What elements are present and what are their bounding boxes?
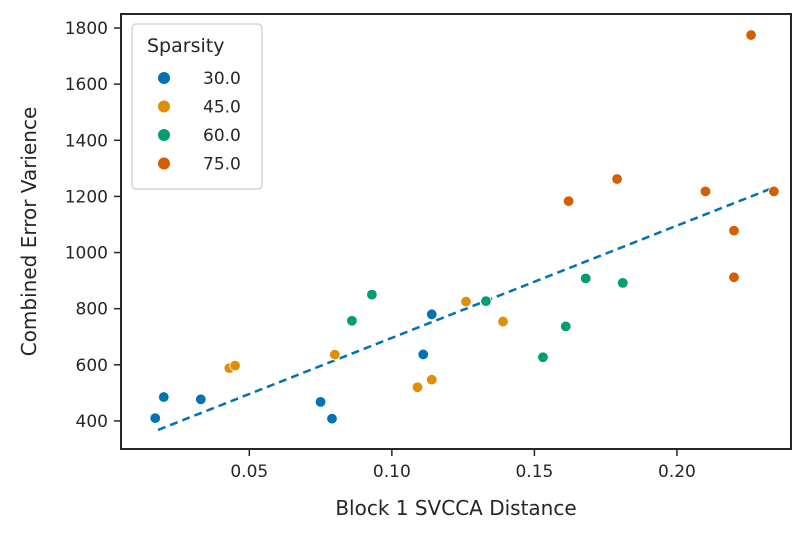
ticks-layer: 0.05 0.10 0.15 0.20 400 600 800 1000 1200 1400 160…	[65, 19, 696, 482]
y-tick-label: 800	[76, 300, 108, 320]
legend-entry-label: 45.0	[203, 98, 241, 118]
data-point	[411, 381, 424, 393]
legend-entry-label: 30.0	[203, 69, 241, 89]
data-point	[426, 373, 438, 386]
data-point	[195, 393, 207, 406]
x-axis-label: Block 1 SVCCA Distance	[335, 496, 576, 520]
data-point	[611, 173, 623, 185]
data-point	[560, 320, 572, 333]
data-point	[562, 195, 575, 207]
data-point	[497, 315, 509, 328]
y-tick-label: 1400	[65, 131, 108, 151]
legend-entry-label: 75.0	[203, 155, 241, 175]
data-point	[699, 185, 712, 198]
x-tick-label: 0.10	[373, 462, 411, 482]
x-tick-label: 0.15	[515, 462, 553, 482]
data-point	[329, 349, 341, 361]
legend-marker	[158, 129, 170, 141]
data-point	[480, 295, 492, 307]
data-point	[460, 295, 472, 308]
points-layer	[149, 29, 780, 425]
data-point	[537, 351, 549, 363]
data-point	[346, 315, 358, 327]
y-tick-label: 1200	[65, 187, 108, 207]
y-axis-label: Combined Error Varience	[17, 107, 41, 357]
data-point	[326, 412, 338, 425]
x-tick-label: 0.05	[230, 462, 268, 482]
data-point	[366, 288, 378, 301]
data-point	[149, 412, 161, 424]
data-point	[728, 224, 740, 237]
y-tick-label: 1800	[65, 19, 108, 39]
legend-marker	[158, 72, 170, 84]
data-point	[580, 272, 592, 285]
legend-box	[131, 23, 263, 190]
x-tick-label: 0.20	[658, 462, 696, 482]
data-point	[229, 359, 241, 372]
y-tick-label: 1600	[65, 75, 108, 95]
plot-frame	[120, 13, 792, 450]
trendline-layer	[157, 186, 775, 432]
legend-marker	[158, 100, 170, 113]
data-point	[158, 391, 170, 403]
legend-entry-label: 60.0	[203, 126, 241, 146]
data-point	[314, 396, 327, 408]
data-point	[728, 271, 740, 283]
data-point	[768, 185, 780, 198]
data-point	[617, 277, 629, 289]
legend: Sparsity 30.0 45.0 60.0 75.0	[131, 23, 263, 190]
y-tick-label: 400	[76, 412, 108, 432]
y-tick-label: 600	[76, 356, 108, 376]
legend-title: Sparsity	[147, 35, 224, 57]
data-point	[745, 29, 757, 41]
y-tick-label: 1000	[65, 244, 108, 264]
legend-marker	[158, 157, 170, 170]
trendline	[157, 186, 775, 432]
data-point	[417, 348, 429, 361]
data-point	[426, 308, 438, 320]
